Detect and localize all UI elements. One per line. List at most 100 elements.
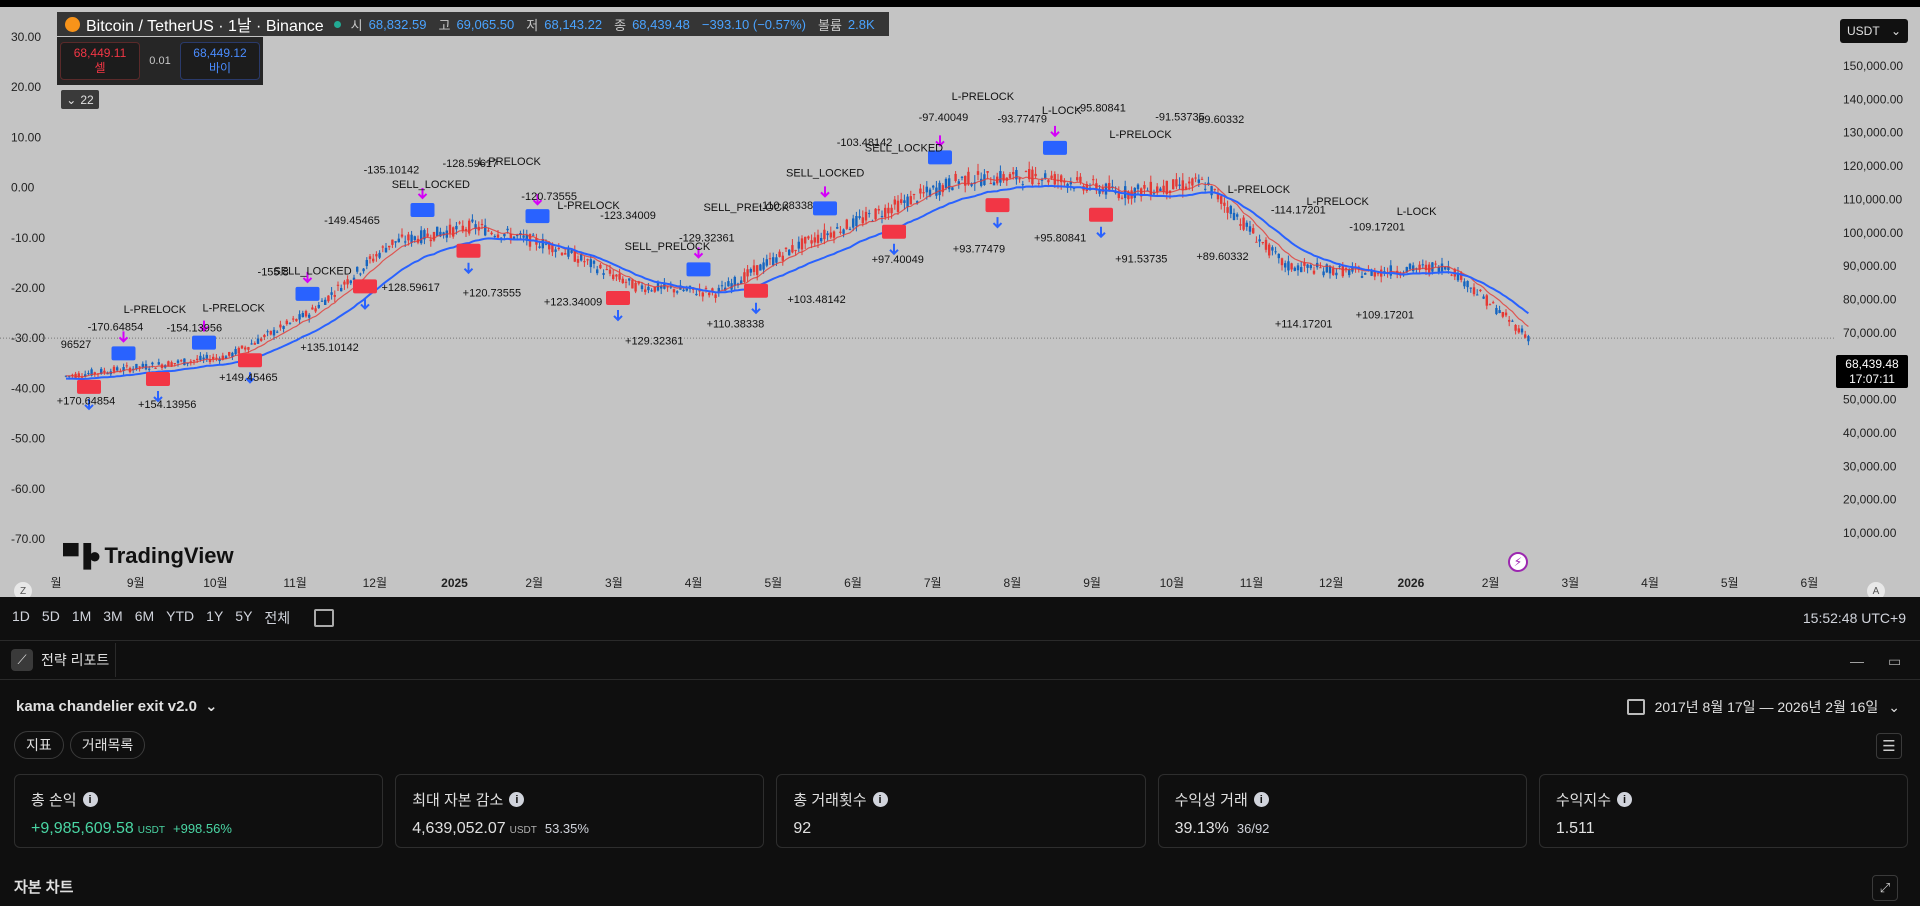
- candle-body: [608, 269, 612, 274]
- timeframe-button[interactable]: 1M: [71, 608, 92, 624]
- auto-scale-button[interactable]: A: [1867, 582, 1885, 597]
- candle-body: [864, 211, 868, 221]
- candle-body: [1197, 179, 1200, 183]
- trade-annotation: SELL_PRELOCK: [625, 241, 711, 253]
- candle-body: [375, 254, 378, 257]
- calendar-icon[interactable]: [314, 609, 335, 627]
- trade-annotation: -103.48142: [837, 137, 893, 149]
- candle-body: [1463, 281, 1466, 287]
- signal-arrow: [302, 271, 313, 284]
- metric-card: 총 손익 i +9,985,609.58 USDT +998.56%: [14, 774, 384, 848]
- candle-body: [1245, 222, 1248, 227]
- sell-button[interactable]: 68,449.11 셀: [60, 42, 140, 80]
- trade-annotation: -91.53735: [1155, 111, 1205, 123]
- candle-body: [1095, 183, 1098, 191]
- candle-body: [1440, 263, 1444, 273]
- timeframe-button[interactable]: 5D: [41, 608, 60, 624]
- candle-body: [804, 236, 807, 244]
- candle-body: [208, 358, 212, 363]
- candle-body: [564, 253, 567, 255]
- maximize-icon[interactable]: ▭: [1888, 653, 1902, 669]
- candle-body: [423, 230, 426, 240]
- candle-body: [215, 357, 218, 359]
- tradingview-logo[interactable]: ▀▐● TradingView: [63, 543, 234, 569]
- candle-body: [1421, 264, 1424, 266]
- strategy-selector[interactable]: kama chandelier exit v2.0 ⌄: [16, 697, 218, 716]
- expand-icon[interactable]: ⤢: [1872, 875, 1898, 901]
- candle-body: [746, 269, 749, 277]
- candle-body: [845, 219, 848, 229]
- zoom-reset-button[interactable]: Z: [14, 582, 32, 597]
- trade-annotation: +93.77479: [953, 244, 1005, 256]
- timeframe-button[interactable]: 1Y: [206, 608, 224, 624]
- candle-body: [87, 373, 90, 375]
- info-icon[interactable]: i: [1253, 792, 1269, 807]
- chart-area[interactable]: 30.00 20.00 10.00 0.00 -10.00 -20.00 -30.00 -40…: [0, 7, 1920, 597]
- candle-body: [493, 236, 496, 238]
- candle-body: [1117, 191, 1120, 199]
- buy-tag: [238, 353, 262, 368]
- candle-body: [362, 268, 365, 272]
- candle-body: [1328, 266, 1332, 274]
- tab-strategy-report[interactable]: ⟋ 전략 리포트: [5, 643, 117, 677]
- info-icon[interactable]: i: [509, 792, 525, 807]
- timeframe-button[interactable]: 6M: [134, 608, 155, 624]
- price-chart[interactable]: 30.00 20.00 10.00 0.00 -10.00 -20.00 -30.00 -40…: [0, 7, 1920, 597]
- candle-body: [1188, 181, 1191, 184]
- info-icon[interactable]: i: [82, 792, 98, 807]
- candle-body: [714, 294, 717, 299]
- candle-body: [922, 192, 925, 194]
- date-range-selector[interactable]: 2017년 8월 17일 — 2026년 2월 16일 ⌄: [1626, 697, 1900, 717]
- candle-body: [1037, 182, 1040, 184]
- sell-tag: [1043, 140, 1067, 155]
- indicators-toggle[interactable]: ⌄ 22: [61, 90, 99, 109]
- tab-trade-list[interactable]: 거래목록: [69, 731, 146, 759]
- candle-body: [340, 287, 343, 292]
- candle-body: [455, 225, 458, 230]
- candle-body: [84, 374, 87, 377]
- sell-price: 68,449.11: [73, 46, 127, 60]
- timeframe-button[interactable]: 5Y: [235, 608, 253, 624]
- timeframe-button[interactable]: 1D: [12, 608, 30, 624]
- metric-title: 총 손익 i: [31, 789, 366, 810]
- candle-body: [730, 283, 733, 290]
- candle-body: [826, 233, 829, 236]
- candle-body: [906, 196, 909, 208]
- symbol-legend[interactable]: Bitcoin / TetherUS · 1날 · Binance 시 68,83…: [57, 12, 889, 36]
- candle-body: [932, 185, 935, 188]
- trade-annotation: L-LOCK: [1042, 105, 1082, 117]
- metric-title-text: 수익성 거래: [1174, 792, 1248, 809]
- symbol-name[interactable]: Bitcoin / TetherUS · 1날 · Binance: [86, 18, 324, 35]
- candle-body: [458, 222, 461, 224]
- candle-body: [298, 314, 301, 320]
- currency-select[interactable]: USDT ⌄: [1840, 19, 1908, 43]
- info-icon[interactable]: i: [872, 792, 888, 807]
- left-axis-tick: -60.00: [11, 482, 45, 496]
- minimize-icon[interactable]: —: [1850, 653, 1864, 669]
- candle-body: [1335, 272, 1338, 276]
- candle-body: [439, 231, 442, 237]
- sell-tag: [410, 202, 435, 217]
- timeframe-button[interactable]: 3M: [103, 608, 123, 624]
- metric-value: 4,639,052.07: [412, 820, 506, 837]
- candle-body: [1344, 268, 1348, 270]
- lightning-icon[interactable]: ⚡: [1508, 552, 1528, 572]
- timeframe-button[interactable]: YTD: [166, 608, 195, 624]
- left-axis-tick: -70.00: [11, 532, 45, 546]
- tab-metrics[interactable]: 지표: [14, 731, 64, 759]
- candle-body: [1261, 242, 1264, 244]
- info-icon[interactable]: i: [1617, 792, 1633, 807]
- candle-body: [970, 183, 973, 186]
- list-view-icon[interactable]: ☰: [1876, 733, 1902, 759]
- clock[interactable]: 15:52:48 UTC+9: [1802, 610, 1906, 626]
- buy-button[interactable]: 68,449.12 바이: [180, 42, 260, 80]
- indicator-count: 22: [80, 92, 94, 107]
- x-axis-tick: 3월: [605, 576, 623, 590]
- candle-body: [919, 188, 922, 194]
- candle-body: [173, 363, 176, 365]
- timeframe-button[interactable]: 전체: [264, 610, 291, 626]
- tradingview-mark-icon: ▀▐●: [63, 543, 102, 568]
- candle-body: [253, 343, 256, 345]
- signal-arrow: [199, 320, 209, 333]
- candle-body: [538, 246, 541, 248]
